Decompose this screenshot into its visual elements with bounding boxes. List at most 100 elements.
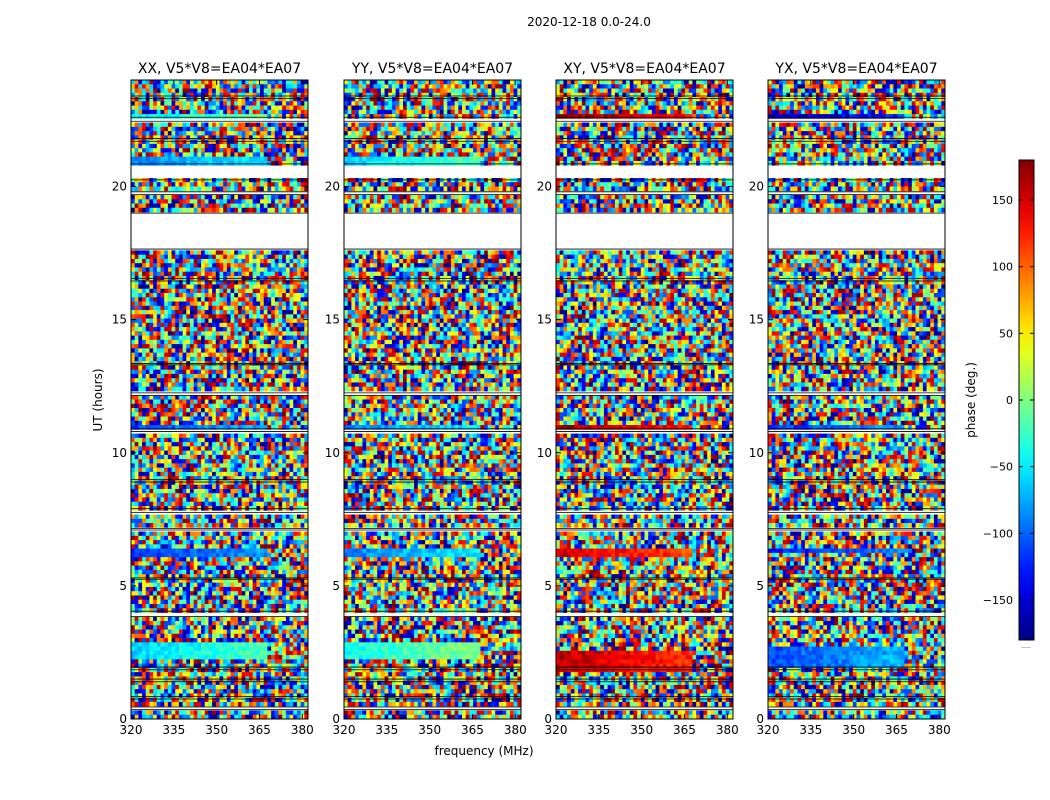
phase-cell <box>212 331 217 336</box>
phase-cell <box>267 471 272 477</box>
phase-cell <box>204 561 209 567</box>
phase-cell <box>271 450 276 456</box>
phase-cell <box>164 335 169 341</box>
phase-cell <box>164 80 169 85</box>
phase-cell <box>153 139 158 145</box>
phase-cell <box>171 420 176 426</box>
phase-cell <box>274 267 279 273</box>
phase-cell <box>145 97 150 102</box>
phase-cell <box>153 271 158 277</box>
phase-cell <box>230 267 235 273</box>
phase-cell <box>304 569 308 575</box>
phase-cell <box>282 88 287 94</box>
phase-cell <box>208 403 213 409</box>
phase-cell <box>171 480 176 486</box>
phase-cell <box>186 373 191 379</box>
phase-cell <box>134 271 139 277</box>
phase-cell <box>212 476 217 481</box>
phase-cell <box>204 318 209 324</box>
phase-cell <box>271 578 276 584</box>
phase-cell <box>252 203 257 209</box>
phase-cell <box>252 586 257 592</box>
phase-cell <box>223 518 228 524</box>
phase-cell <box>234 335 239 341</box>
phase-cell <box>204 301 209 307</box>
phase-cell <box>296 463 302 469</box>
phase-cell <box>230 160 235 166</box>
phase-cell <box>293 373 298 379</box>
phase-cell <box>171 344 176 349</box>
phase-cell <box>256 557 261 562</box>
phase-cell <box>175 548 180 554</box>
phase-cell <box>182 463 187 469</box>
phase-cell <box>178 416 184 422</box>
phase-cell <box>145 356 150 362</box>
phase-cell <box>237 148 243 153</box>
phase-cell <box>153 557 158 562</box>
phase-cell <box>131 476 136 481</box>
phase-cell <box>241 160 246 166</box>
phase-cell <box>296 203 302 209</box>
phase-cell <box>204 416 209 422</box>
phase-cell <box>241 497 246 503</box>
phase-cell <box>156 314 161 319</box>
phase-cell <box>237 160 243 166</box>
phase-cell <box>156 425 161 430</box>
phase-cell <box>156 569 161 575</box>
phase-cell <box>175 412 180 417</box>
phase-cell <box>230 420 235 426</box>
phase-cell <box>193 148 198 153</box>
phase-cell <box>138 518 143 524</box>
phase-cell <box>271 195 276 200</box>
phase-cell <box>293 412 298 417</box>
phase-cell <box>256 148 261 153</box>
phase-cell <box>204 280 209 285</box>
phase-cell <box>263 352 268 358</box>
phase-cell <box>142 433 147 439</box>
phase-cell <box>201 305 206 311</box>
phase-cell <box>267 263 272 268</box>
phase-cell <box>186 518 191 524</box>
phase-cell <box>201 480 206 486</box>
phase-cell <box>212 450 217 456</box>
phase-cell <box>271 109 276 115</box>
phase-cell <box>274 582 279 588</box>
phase-cell <box>167 131 172 136</box>
phase-cell <box>193 139 198 145</box>
phase-cell <box>226 395 231 400</box>
phase-cell <box>263 207 268 213</box>
phase-cell <box>296 148 302 153</box>
phase-cell <box>304 437 308 443</box>
phase-cell <box>230 586 235 592</box>
phase-cell <box>241 408 246 413</box>
phase-cell <box>190 561 195 567</box>
phase-cell <box>230 314 235 319</box>
phase-cell <box>304 254 308 260</box>
phase-cell <box>237 399 243 405</box>
phase-cell <box>278 535 283 541</box>
phase-cell <box>131 578 136 584</box>
phase-cell <box>219 280 224 285</box>
phase-cell <box>204 395 209 400</box>
phase-cell <box>201 557 206 562</box>
phase-cell <box>160 382 165 388</box>
phase-cell <box>230 395 235 400</box>
phase-cell <box>304 582 308 588</box>
phase-cell <box>167 122 172 128</box>
phase-cell <box>208 356 213 362</box>
phase-cell <box>256 535 261 541</box>
phase-cell <box>153 373 158 379</box>
phase-cell <box>285 293 290 298</box>
phase-cell <box>178 578 184 584</box>
phase-cell <box>256 574 261 579</box>
phase-cell <box>245 467 250 473</box>
phase-cell <box>142 293 147 298</box>
phase-cell <box>182 352 187 358</box>
phase-cell <box>282 84 287 89</box>
phase-cell <box>149 531 154 537</box>
phase-cell <box>282 514 287 520</box>
phase-cell <box>186 284 191 290</box>
phase-cell <box>234 148 239 153</box>
phase-cell <box>201 574 206 579</box>
